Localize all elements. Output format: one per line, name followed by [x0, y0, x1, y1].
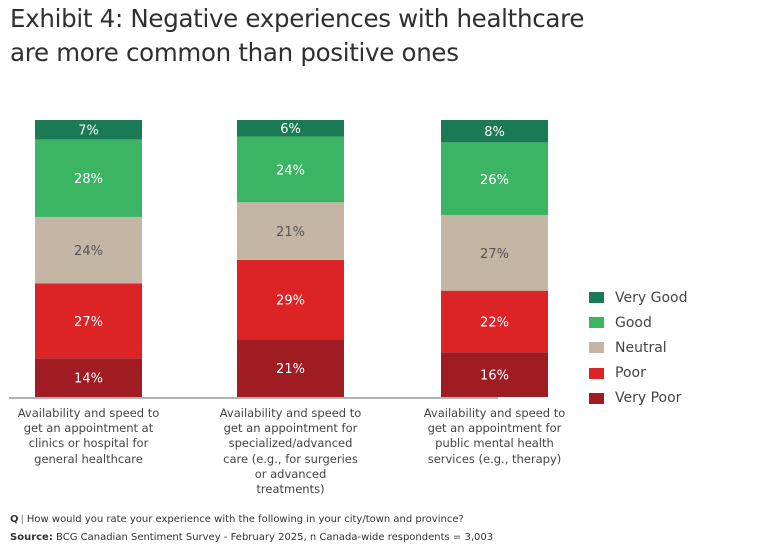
category-label-line: Availability and speed to	[17, 406, 160, 420]
source-note: Source: BCG Canadian Sentiment Survey - …	[10, 532, 493, 543]
category-label-line: Availability and speed to	[423, 406, 566, 420]
legend-swatch	[589, 392, 604, 404]
category-label-line: treatments)	[256, 482, 325, 497]
legend-label: Poor	[615, 365, 646, 382]
bar-segment-neutral	[237, 202, 344, 260]
bar-segment-good	[237, 136, 344, 203]
question-note: Q | How would you rate your experience wit…	[10, 514, 464, 525]
legend-swatch	[589, 342, 604, 354]
bar-segment-poor	[441, 290, 548, 353]
legend-item-poor: Poor	[589, 361, 687, 386]
category-label-line: clinics or hospital for	[28, 436, 149, 451]
data-label: 29%	[276, 294, 305, 309]
legend-label: Very Good	[615, 289, 688, 306]
legend-swatch	[589, 317, 604, 329]
bars-group: 14% 27% 24% 28% 7% 21% 29% 21% 24% 6% 16% 22% 27% 26%…	[35, 120, 548, 397]
category-label-line: get an appointment for	[427, 421, 562, 436]
category-label-line: get an appointment at	[23, 421, 154, 436]
legend-swatch	[589, 367, 604, 379]
question-separator: |	[20, 514, 24, 525]
legend: Very Good Good Neutral Poor Very Poor	[589, 285, 687, 411]
category-label-line: or advanced	[254, 466, 327, 481]
question-text: How would you rate your experience with …	[26, 514, 464, 525]
data-label: 27%	[480, 247, 509, 262]
chart-title: Exhibit 4: Negative experiences with hea…	[10, 2, 630, 70]
category-label-line: specialized/advanced	[228, 436, 353, 451]
bar-segment-good	[441, 142, 548, 216]
data-label: 26%	[480, 173, 509, 188]
data-label: 21%	[276, 362, 305, 377]
bar-segment-very-poor	[441, 352, 548, 397]
data-label: 22%	[480, 315, 509, 330]
legend-item-good: Good	[589, 310, 687, 335]
chart-title-line-1: Exhibit 4: Negative experiences with hea…	[10, 4, 585, 33]
data-label: 21%	[276, 225, 305, 240]
data-label: 8%	[484, 125, 505, 140]
data-label: 6%	[280, 122, 301, 137]
data-label: 14%	[74, 372, 103, 387]
bar-segment-very-good	[35, 120, 142, 140]
question-marker: Q	[10, 514, 19, 525]
chart-title-line-2: are more common than positive ones	[10, 38, 459, 67]
category-label-line: Availability and speed to	[219, 406, 362, 420]
bar-segment-neutral	[441, 215, 548, 291]
legend-item-very-good: Very Good	[589, 285, 687, 310]
category-label-line: get an appointment for	[223, 421, 358, 436]
data-label: 24%	[276, 163, 305, 178]
bar-segment-very-poor	[237, 339, 344, 397]
bar-segment-very-good	[441, 120, 548, 143]
data-label: 24%	[74, 244, 103, 259]
category-label: Availability and speed to get an appointm…	[4, 406, 174, 467]
source-label: Source:	[10, 532, 53, 543]
legend-label: Very Poor	[615, 390, 682, 407]
data-label: 27%	[74, 315, 103, 330]
legend-swatch	[589, 292, 604, 304]
category-label-line: services (e.g., therapy)	[427, 451, 562, 466]
bar-segment-poor	[237, 259, 344, 340]
bar-segment-poor	[35, 283, 142, 359]
legend-label: Good	[615, 314, 652, 331]
category-label: Availability and speed to get an appointm…	[206, 406, 376, 497]
bar-segment-very-poor	[35, 358, 142, 397]
bar-segment-very-good	[237, 120, 344, 137]
category-label-line: general healthcare	[34, 451, 143, 466]
bar-segment-neutral	[35, 216, 142, 284]
category-label: Availability and speed to get an appointm…	[410, 406, 580, 467]
category-label-line: public mental health	[435, 436, 554, 451]
category-label-line: care (e.g., for surgeries	[223, 451, 358, 466]
legend-item-neutral: Neutral	[589, 335, 687, 360]
bar-segment-good	[35, 139, 142, 217]
source-text: BCG Canadian Sentiment Survey - February…	[56, 532, 494, 543]
data-label: 16%	[480, 369, 509, 384]
legend-label: Neutral	[615, 339, 667, 356]
data-label: 7%	[78, 124, 99, 139]
data-label: 28%	[74, 172, 103, 187]
legend-item-very-poor: Very Poor	[589, 386, 687, 411]
